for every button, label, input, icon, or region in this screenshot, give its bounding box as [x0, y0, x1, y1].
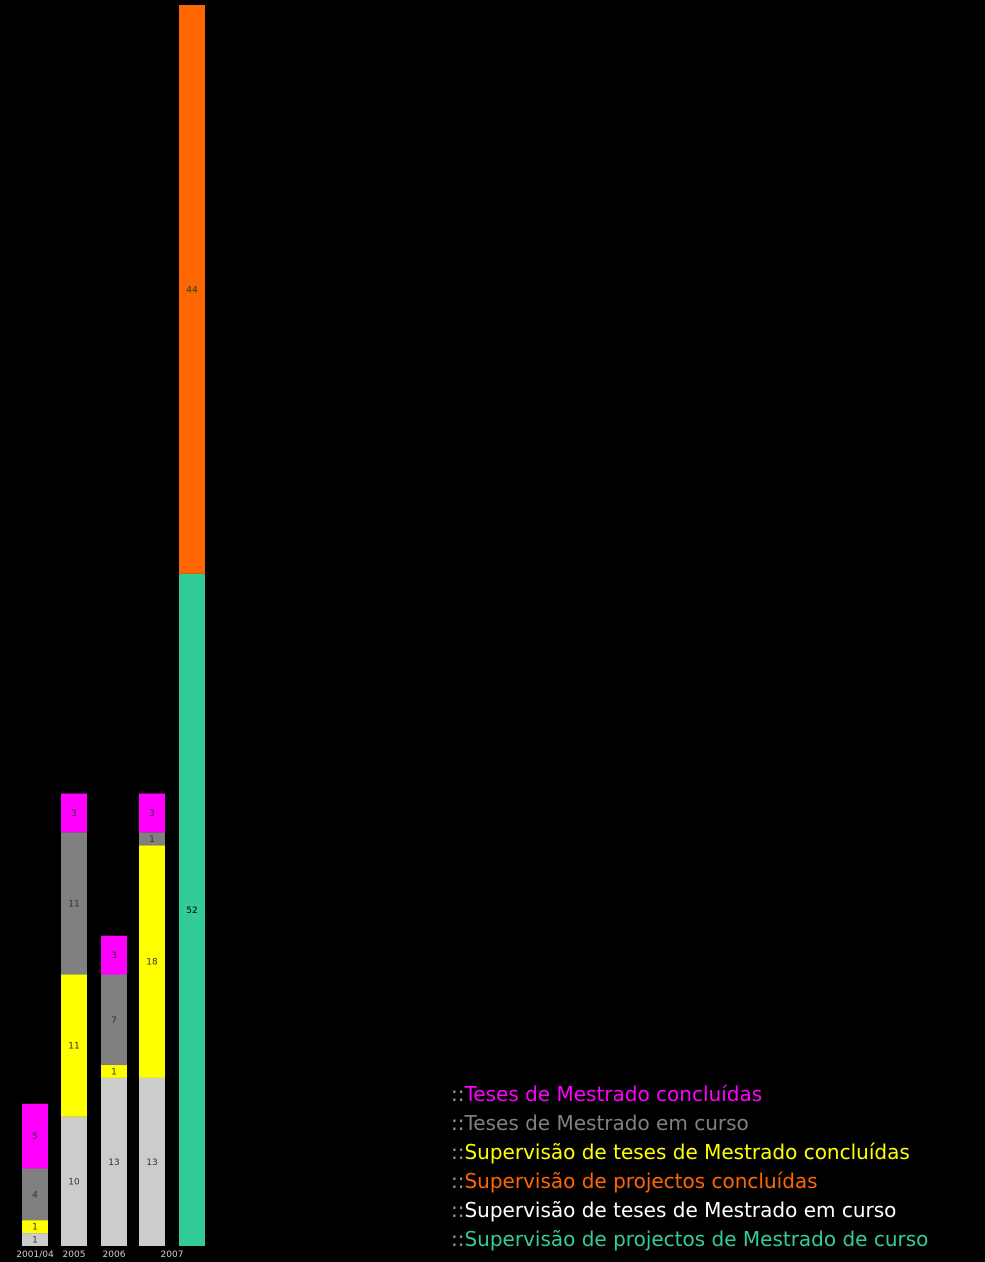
data-label: 1	[32, 1236, 38, 1246]
legend-item-supervisao-de-teses-de-mestrado-em-curso: ::Supervisão de teses de Mestrado em cur…	[451, 1196, 928, 1225]
data-label: 52	[186, 906, 197, 916]
bar-segment-supervisao-de-teses-de-mestrado-em-curso	[139, 1077, 165, 1246]
legend-prefix: ::	[451, 1169, 465, 1193]
legend-prefix: ::	[451, 1140, 465, 1164]
bar-segment-supervisao-de-teses-de-mestrado-concluidas	[139, 845, 165, 1078]
data-label: 5	[32, 1132, 38, 1142]
x-tick-label: 2005	[63, 1250, 86, 1260]
bar-segment-teses-de-mestrado-concluidas	[139, 793, 165, 833]
bar-segment-supervisao-de-teses-de-mestrado-em-curso	[61, 1116, 87, 1246]
x-tick-label: 2007	[161, 1250, 184, 1260]
data-label: 3	[71, 809, 77, 819]
legend-label: Supervisão de projectos de Mestrado de c…	[464, 1227, 929, 1251]
legend-label: Supervisão de teses de Mestrado em curso	[464, 1198, 897, 1222]
legend-item-supervisao-de-projectos-concluidas: ::Supervisão de projectos concluídas	[451, 1167, 928, 1196]
bar-segment-supervisao-de-projectos-concluidas	[179, 5, 205, 574]
bar-segment-supervisao-de-teses-de-mestrado-concluidas	[22, 1220, 48, 1234]
bar-segment-teses-de-mestrado-em-curso	[22, 1168, 48, 1221]
legend-prefix: ::	[451, 1227, 465, 1251]
legend: ::Teses de Mestrado concluídas::Teses de…	[451, 1080, 928, 1254]
data-label: 3	[111, 951, 117, 961]
legend-item-supervisao-de-projectos-de-mestrado-de-curso: ::Supervisão de projectos de Mestrado de…	[451, 1225, 928, 1254]
legend-item-supervisao-de-teses-de-mestrado-concluidas: ::Supervisão de teses de Mestrado conclu…	[451, 1138, 928, 1167]
x-tick-label: 2006	[103, 1250, 126, 1260]
legend-label: Supervisão de teses de Mestrado concluíd…	[464, 1140, 910, 1164]
bar-segment-supervisao-de-teses-de-mestrado-concluidas	[61, 974, 87, 1117]
data-label: 7	[111, 1016, 117, 1026]
legend-prefix: ::	[451, 1111, 465, 1135]
data-label: 1	[111, 1067, 117, 1077]
legend-label: Teses de Mestrado concluídas	[464, 1082, 763, 1106]
data-label: 10	[68, 1177, 80, 1187]
x-tick-label: 2001/04	[16, 1250, 54, 1260]
legend-prefix: ::	[451, 1198, 465, 1222]
data-label: 18	[146, 958, 158, 968]
bars-layer	[22, 5, 205, 1246]
data-label: 3	[149, 809, 155, 819]
x-tick-labels-layer: 2001/04 2005 2006 2007	[16, 1250, 183, 1260]
data-label: 44	[186, 285, 198, 295]
data-label: 11	[68, 1042, 79, 1052]
bar-segment-supervisao-de-teses-de-mestrado-em-curso	[101, 1077, 127, 1246]
bar-segment-teses-de-mestrado-em-curso	[139, 832, 165, 846]
data-label: 11	[68, 899, 79, 909]
bar-segment-teses-de-mestrado-em-curso	[61, 832, 87, 975]
legend-prefix: ::	[451, 1082, 465, 1106]
bar-segment-supervisao-de-teses-de-mestrado-em-curso	[22, 1233, 48, 1246]
bar-segment-teses-de-mestrado-concluidas	[101, 935, 127, 975]
data-label: 1	[32, 1223, 38, 1233]
data-label: 13	[108, 1158, 119, 1168]
bar-segment-supervisao-de-projectos-de-mestrado-de-curso	[179, 573, 205, 1246]
legend-item-teses-de-mestrado-concluidas: ::Teses de Mestrado concluídas	[451, 1080, 928, 1109]
legend-label: Teses de Mestrado em curso	[464, 1111, 749, 1135]
bar-segment-teses-de-mestrado-concluidas	[22, 1103, 48, 1169]
bar-segment-teses-de-mestrado-concluidas	[61, 793, 87, 833]
legend-label: Supervisão de projectos concluídas	[464, 1169, 818, 1193]
data-label: 13	[146, 1158, 157, 1168]
bar-segment-teses-de-mestrado-em-curso	[101, 974, 127, 1066]
data-label: 1	[149, 835, 155, 845]
bar-segment-supervisao-de-teses-de-mestrado-concluidas	[101, 1065, 127, 1078]
legend-item-teses-de-mestrado-em-curso: ::Teses de Mestrado em curso	[451, 1109, 928, 1138]
data-label: 4	[32, 1190, 38, 1200]
